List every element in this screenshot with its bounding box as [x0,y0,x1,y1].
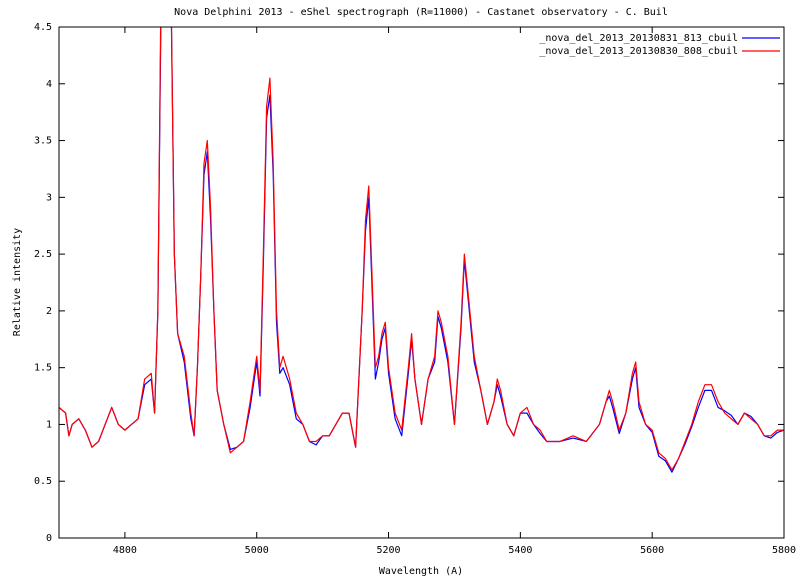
y-tick-label: 0 [46,533,52,544]
y-tick-label: 2 [46,306,52,317]
x-tick-label: 5600 [640,545,664,556]
x-tick-label: 4800 [113,545,137,556]
plot-area [59,27,784,473]
series-line [59,27,784,471]
x-tick-label: 5000 [245,545,269,556]
x-tick-label: 5800 [772,545,796,556]
y-tick-label: 4.5 [34,22,52,33]
y-tick-label: 4 [46,79,52,90]
y-axis-label: Relative intensity [12,228,23,336]
plot-frame [58,26,785,539]
y-tick-label: 3 [46,192,52,203]
y-tick-label: 1.5 [34,363,52,374]
legend-label: _nova_del_2013_20130830_808_cbuil [539,46,738,57]
legend-label: _nova_del_2013_20130831_813_cbuil [539,33,738,44]
x-axis-label: Wavelength (A) [379,566,463,577]
y-tick-label: 3.5 [34,136,52,147]
x-tick-label: 5400 [508,545,532,556]
y-tick-label: 1 [46,419,52,430]
x-tick-label: 5200 [376,545,400,556]
y-tick-label: 2.5 [34,249,52,260]
y-tick-label: 0.5 [34,476,52,487]
chart-title: Nova Delphini 2013 - eShel spectrograph … [174,7,668,18]
